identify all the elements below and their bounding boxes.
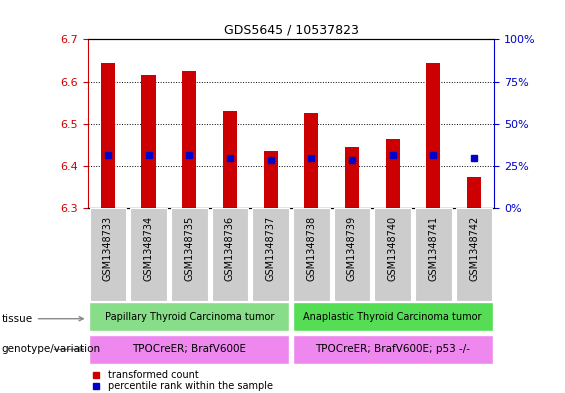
FancyBboxPatch shape <box>293 208 329 301</box>
FancyBboxPatch shape <box>212 208 248 301</box>
Text: GSM1348740: GSM1348740 <box>388 216 398 281</box>
FancyBboxPatch shape <box>89 335 289 364</box>
Text: tissue: tissue <box>2 314 83 324</box>
Text: GSM1348736: GSM1348736 <box>225 216 235 281</box>
Bar <box>141 75 156 208</box>
Text: GSM1348737: GSM1348737 <box>266 216 276 281</box>
FancyBboxPatch shape <box>456 208 492 301</box>
Bar <box>223 111 237 208</box>
Text: percentile rank within the sample: percentile rank within the sample <box>108 381 273 391</box>
Title: GDS5645 / 10537823: GDS5645 / 10537823 <box>224 24 358 37</box>
Text: GSM1348734: GSM1348734 <box>144 216 154 281</box>
Text: transformed count: transformed count <box>108 369 199 380</box>
Text: TPOCreER; BrafV600E; p53 -/-: TPOCreER; BrafV600E; p53 -/- <box>315 344 470 354</box>
Bar <box>182 71 197 208</box>
FancyBboxPatch shape <box>334 208 370 301</box>
Text: genotype/variation: genotype/variation <box>2 344 101 354</box>
Text: Anaplastic Thyroid Carcinoma tumor: Anaplastic Thyroid Carcinoma tumor <box>303 312 482 322</box>
FancyBboxPatch shape <box>293 302 493 331</box>
Bar <box>385 139 400 208</box>
Text: GSM1348742: GSM1348742 <box>469 216 479 281</box>
Text: GSM1348739: GSM1348739 <box>347 216 357 281</box>
Text: GSM1348738: GSM1348738 <box>306 216 316 281</box>
FancyBboxPatch shape <box>293 335 493 364</box>
FancyBboxPatch shape <box>89 302 289 331</box>
Text: GSM1348733: GSM1348733 <box>103 216 113 281</box>
Text: GSM1348735: GSM1348735 <box>184 216 194 281</box>
FancyBboxPatch shape <box>171 208 207 301</box>
Bar <box>467 176 481 208</box>
Text: TPOCreER; BrafV600E: TPOCreER; BrafV600E <box>132 344 246 354</box>
FancyBboxPatch shape <box>375 208 411 301</box>
Bar <box>426 62 441 208</box>
FancyBboxPatch shape <box>131 208 167 301</box>
FancyBboxPatch shape <box>253 208 289 301</box>
Bar <box>101 62 115 208</box>
FancyBboxPatch shape <box>90 208 126 301</box>
Bar <box>263 151 278 208</box>
FancyBboxPatch shape <box>415 208 451 301</box>
Text: GSM1348741: GSM1348741 <box>428 216 438 281</box>
Text: Papillary Thyroid Carcinoma tumor: Papillary Thyroid Carcinoma tumor <box>105 312 274 322</box>
Bar <box>345 147 359 208</box>
Bar <box>304 113 319 208</box>
